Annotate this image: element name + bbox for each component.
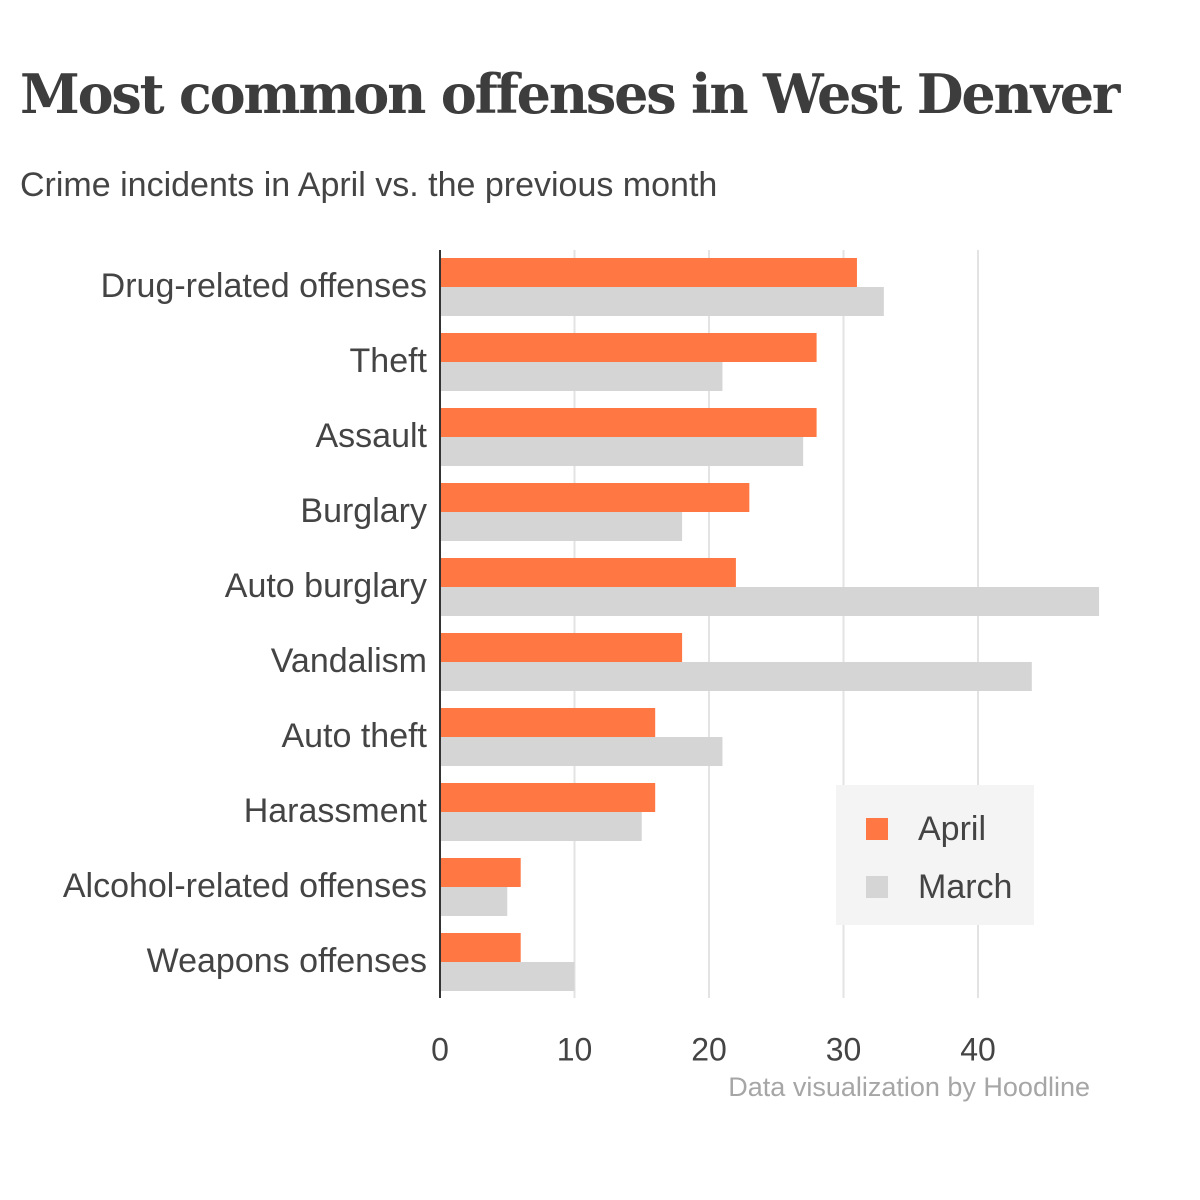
bar-march	[440, 512, 683, 541]
bar-april	[440, 333, 817, 362]
category-label: Weapons offenses	[147, 942, 427, 980]
x-tick-label: 20	[691, 1031, 727, 1067]
category-label: Vandalism	[271, 642, 427, 680]
x-tick-label: 0	[431, 1031, 449, 1067]
legend-label-april: April	[918, 809, 987, 848]
chart-title: Most common offenses in West Denver	[20, 62, 1120, 126]
x-tick-labels: 0 10 20 30 40	[431, 1031, 996, 1067]
bars	[440, 258, 1100, 991]
legend: April March	[836, 785, 1034, 925]
x-tick-label: 30	[826, 1031, 862, 1067]
category-label: Burglary	[300, 492, 427, 530]
bar-march	[440, 362, 723, 391]
bar-april	[440, 258, 857, 287]
bar-april	[440, 708, 656, 737]
bar-march	[440, 812, 642, 841]
category-label: Alcohol-related offenses	[63, 867, 427, 905]
bar-march	[440, 437, 804, 466]
bar-march	[440, 662, 1032, 691]
bar-march	[440, 737, 723, 766]
credit-text: Data visualization by Hoodline	[728, 1072, 1090, 1102]
bar-march	[440, 887, 508, 916]
category-label: Harassment	[244, 792, 428, 830]
category-label: Drug-related offenses	[101, 267, 427, 305]
bar-april	[440, 558, 736, 587]
bar-april	[440, 633, 683, 662]
x-tick-label: 10	[557, 1031, 593, 1067]
bar-march	[440, 287, 884, 316]
bar-march	[440, 587, 1100, 616]
legend-item-april: April	[866, 809, 986, 849]
bar-april	[440, 408, 817, 437]
bar-march	[440, 962, 575, 991]
chart-subtitle: Crime incidents in April vs. the previou…	[20, 166, 718, 204]
category-label: Theft	[350, 342, 428, 380]
legend-label-march: March	[918, 867, 1013, 906]
category-label: Auto burglary	[225, 567, 427, 605]
category-labels: Drug-related offenses Theft Assault Burglar…	[63, 267, 428, 980]
category-label: Assault	[316, 417, 428, 455]
legend-swatch-april	[866, 818, 888, 840]
x-tick-label: 40	[960, 1031, 996, 1067]
category-label: Auto theft	[281, 717, 427, 755]
bar-april	[440, 933, 521, 962]
bar-april	[440, 858, 521, 887]
legend-swatch-march	[866, 876, 888, 898]
bar-april	[440, 483, 750, 512]
bar-april	[440, 783, 656, 812]
legend-item-march: March	[866, 867, 1012, 907]
